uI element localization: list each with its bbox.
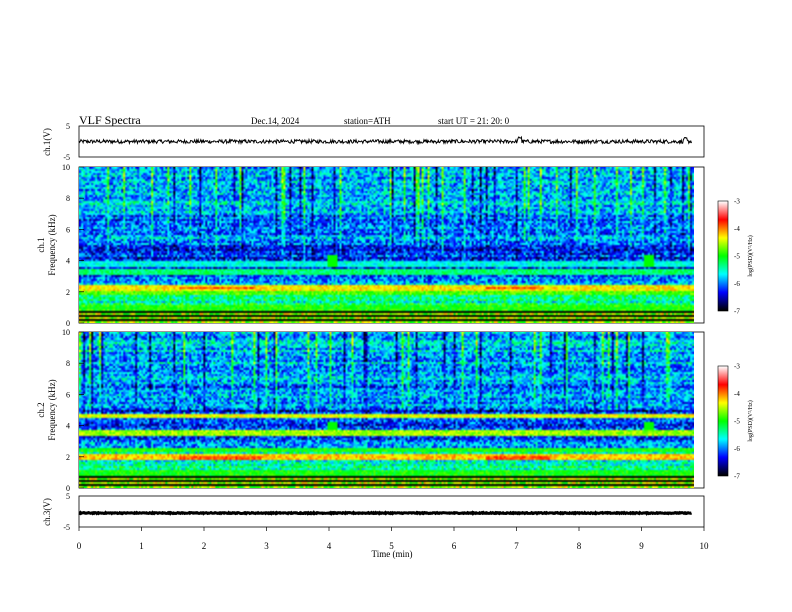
ch3-ytick-bottom: -5: [63, 523, 70, 532]
ch1-waveform-panel: 5 -5 ch.1(V): [42, 122, 705, 162]
x-tick-label: 1: [139, 541, 144, 551]
ch2-colorbar-tick-label: -5: [734, 418, 740, 426]
ch2-colorbar-tick-label: -7: [734, 473, 740, 481]
ch2-ytick-label: 0: [66, 484, 70, 493]
ch2-colorbar-frame: [717, 365, 729, 477]
x-tick-label: 7: [514, 541, 519, 551]
ch2-colorbar-gradient: [718, 366, 728, 476]
ch2-colorbar-tick-label: -6: [734, 445, 740, 453]
x-tick-label: 4: [327, 541, 332, 551]
ch1-ytick-label: 4: [66, 257, 70, 266]
ch3-waveform-ylabel: ch.3(V): [42, 498, 52, 526]
ch1-waveform-line: [78, 135, 692, 146]
ch2-frequency-label: Frequency (kHz): [47, 379, 57, 440]
ch2-spectrogram-panel: 10 8 6 4 2 0 ch.2 Frequency (kHz): [36, 328, 705, 493]
ch1-spectrogram-ylabel: ch.1: [36, 237, 46, 252]
ch1-ytick-label: 8: [66, 194, 70, 203]
ch1-spectrogram-yticks: 10 8 6 4 2 0: [62, 163, 84, 328]
ch1-spectrogram-panel: 10 8 6 4 2 0 ch.1 Frequency (kHz): [36, 163, 705, 328]
date-label: Dec.14, 2024: [251, 116, 300, 126]
ch2-spectrogram-ylabel: ch.2: [36, 402, 46, 417]
ch2-ytick-label: 4: [66, 422, 70, 431]
x-tick-label: 3: [264, 541, 269, 551]
ch1-colorbar-tick-label: -6: [734, 280, 740, 288]
ch1-colorbar-gradient: [718, 201, 728, 311]
figure-title: VLF Spectra: [79, 113, 141, 127]
ch1-ytick-bottom: -5: [63, 153, 70, 162]
start-ut-label: start UT = 21: 20: 0: [438, 116, 510, 126]
ch2-ytick-label: 10: [62, 328, 70, 337]
x-tick-label: 10: [700, 541, 710, 551]
ch2-ytick-label: 8: [66, 359, 70, 368]
ch1-colorbar-ticks: -3 -4 -5 -6 -7: [734, 198, 740, 316]
ch2-colorbar-tick-label: -3: [734, 363, 740, 371]
ch3-waveform-line: [78, 510, 693, 516]
x-tick-label: 2: [202, 541, 207, 551]
ch1-colorbar-tick-label: -5: [734, 253, 740, 261]
ch1-waveform-ylabel: ch.1(V): [42, 128, 52, 156]
ch2-colorbar-ticks: -3 -4 -5 -6 -7: [734, 363, 740, 481]
ch1-colorbar-frame: [717, 200, 729, 312]
x-tick-label: 0: [77, 541, 82, 551]
x-tick-label: 6: [452, 541, 457, 551]
x-tick-label: 5: [389, 541, 394, 551]
ch2-ytick-label: 2: [66, 453, 70, 462]
ch1-ytick-label: 2: [66, 288, 70, 297]
x-tick-label: 8: [577, 541, 582, 551]
ch2-ytick-label: 6: [66, 390, 70, 399]
ch1-frequency-label: Frequency (kHz): [47, 214, 57, 275]
time-axis-ticks: 0 1 2 3 4 5 6 7 8 9 10: [77, 527, 709, 551]
ch2-spectrogram-yticks: 10 8 6 4 2 0: [62, 328, 84, 493]
time-axis-label: Time (min): [372, 549, 413, 559]
ch1-ytick-label: 10: [62, 163, 70, 172]
ch1-spectrogram-image: [79, 167, 694, 323]
ch1-colorbar: -3 -4 -5 -6 -7 log(PSD)(V²/Hz): [717, 198, 754, 316]
ch1-ytick-label: 0: [66, 319, 70, 328]
ch1-colorbar-tick-label: -3: [734, 198, 740, 206]
ch2-colorbar-label: log(PSD)(V²/Hz): [747, 400, 754, 441]
station-label: station=ATH: [344, 116, 391, 126]
ch3-waveform-panel: 5 -5 ch.3(V) 0 1 2 3 4 5 6 7 8 9 10 Time (min): [42, 492, 709, 559]
ch3-ytick-top: 5: [66, 492, 70, 501]
ch1-colorbar-tick-label: -4: [734, 225, 740, 233]
x-tick-label: 9: [639, 541, 644, 551]
ch2-spectrogram-image: [79, 332, 694, 488]
ch1-colorbar-tick-label: -7: [734, 308, 740, 316]
ch1-colorbar-label: log(PSD)(V²/Hz): [747, 235, 754, 276]
ch1-ytick-label: 6: [66, 225, 70, 234]
ch1-ytick-top: 5: [66, 122, 70, 131]
ch2-colorbar-tick-label: -4: [734, 390, 740, 398]
ch2-colorbar: -3 -4 -5 -6 -7 log(PSD)(V²/Hz): [717, 363, 754, 481]
